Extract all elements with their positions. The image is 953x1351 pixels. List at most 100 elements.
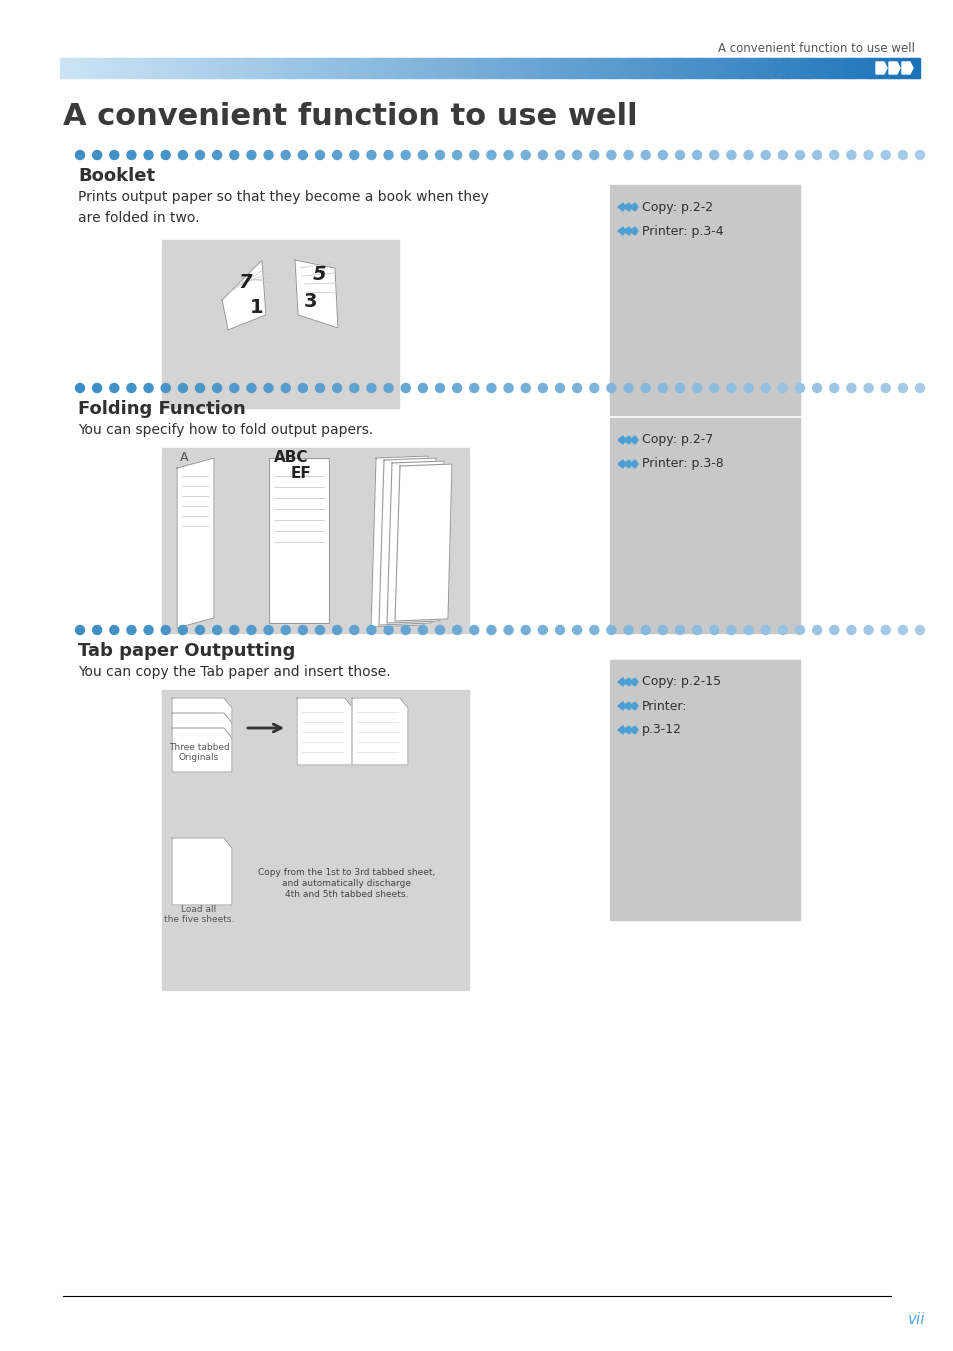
Bar	[799, 58, 802, 78]
Circle shape	[915, 384, 923, 393]
Bar	[609, 661, 800, 920]
Bar	[467, 58, 470, 78]
Bar	[214, 58, 218, 78]
Bar	[547, 58, 550, 78]
Circle shape	[589, 384, 598, 393]
Circle shape	[692, 384, 700, 393]
Text: A convenient function to use well: A convenient function to use well	[718, 42, 914, 55]
Bar	[197, 58, 201, 78]
Circle shape	[658, 384, 667, 393]
Bar	[621, 58, 624, 78]
Bar	[163, 58, 167, 78]
Bar	[907, 58, 911, 78]
Circle shape	[778, 150, 786, 159]
Polygon shape	[172, 728, 232, 771]
Circle shape	[213, 384, 221, 393]
Bar	[490, 58, 493, 78]
Bar	[450, 58, 453, 78]
Bar	[323, 58, 327, 78]
Bar	[484, 58, 487, 78]
Bar	[169, 58, 172, 78]
Circle shape	[418, 384, 427, 393]
Circle shape	[537, 150, 547, 159]
Bar	[796, 58, 800, 78]
Circle shape	[401, 626, 410, 635]
Circle shape	[658, 626, 667, 635]
Text: You can specify how to fold output papers.: You can specify how to fold output paper…	[78, 423, 373, 436]
Bar	[564, 58, 567, 78]
Bar	[380, 58, 384, 78]
Bar	[561, 58, 564, 78]
Bar	[320, 58, 324, 78]
Circle shape	[572, 150, 581, 159]
Bar	[129, 58, 132, 78]
Circle shape	[315, 626, 324, 635]
Bar	[847, 58, 851, 78]
Bar	[604, 58, 607, 78]
Bar	[644, 58, 647, 78]
Bar	[314, 58, 318, 78]
Bar	[684, 58, 687, 78]
Bar	[286, 58, 290, 78]
Bar	[263, 58, 267, 78]
Text: A: A	[180, 451, 189, 463]
Bar	[593, 58, 596, 78]
Bar	[372, 58, 375, 78]
Polygon shape	[172, 698, 232, 742]
Circle shape	[726, 384, 735, 393]
Bar	[395, 58, 398, 78]
Bar	[280, 58, 284, 78]
Bar	[587, 58, 590, 78]
Circle shape	[881, 384, 889, 393]
Bar	[601, 58, 604, 78]
Bar	[870, 58, 874, 78]
Bar	[493, 58, 496, 78]
Bar	[804, 58, 808, 78]
Bar	[667, 58, 670, 78]
Circle shape	[281, 150, 290, 159]
Bar	[661, 58, 664, 78]
Bar	[106, 58, 110, 78]
Circle shape	[743, 384, 752, 393]
Circle shape	[795, 384, 803, 393]
Circle shape	[486, 384, 496, 393]
Bar	[776, 58, 780, 78]
Bar	[97, 58, 100, 78]
Circle shape	[315, 384, 324, 393]
Circle shape	[469, 150, 478, 159]
Bar	[596, 58, 598, 78]
Bar	[427, 58, 430, 78]
Bar	[761, 58, 765, 78]
Circle shape	[161, 150, 170, 159]
Bar	[203, 58, 207, 78]
Bar	[297, 58, 301, 78]
Bar	[673, 58, 676, 78]
Bar	[309, 58, 313, 78]
Circle shape	[486, 626, 496, 635]
Circle shape	[503, 626, 513, 635]
Circle shape	[486, 150, 496, 159]
Bar	[126, 58, 130, 78]
Circle shape	[315, 150, 324, 159]
Bar	[630, 58, 633, 78]
Text: Printer: p.3-4: Printer: p.3-4	[641, 224, 723, 238]
Polygon shape	[623, 459, 631, 467]
Bar	[424, 58, 427, 78]
Bar	[476, 58, 478, 78]
Bar	[194, 58, 198, 78]
Bar	[481, 58, 484, 78]
Bar	[337, 58, 341, 78]
Circle shape	[829, 384, 838, 393]
Bar	[220, 58, 224, 78]
Bar	[899, 58, 902, 78]
Circle shape	[367, 384, 375, 393]
Bar	[567, 58, 570, 78]
Bar	[143, 58, 147, 78]
Circle shape	[881, 626, 889, 635]
Bar	[326, 58, 330, 78]
Bar	[824, 58, 828, 78]
Bar	[856, 58, 860, 78]
Circle shape	[247, 626, 255, 635]
Bar	[759, 58, 762, 78]
Bar	[66, 58, 69, 78]
